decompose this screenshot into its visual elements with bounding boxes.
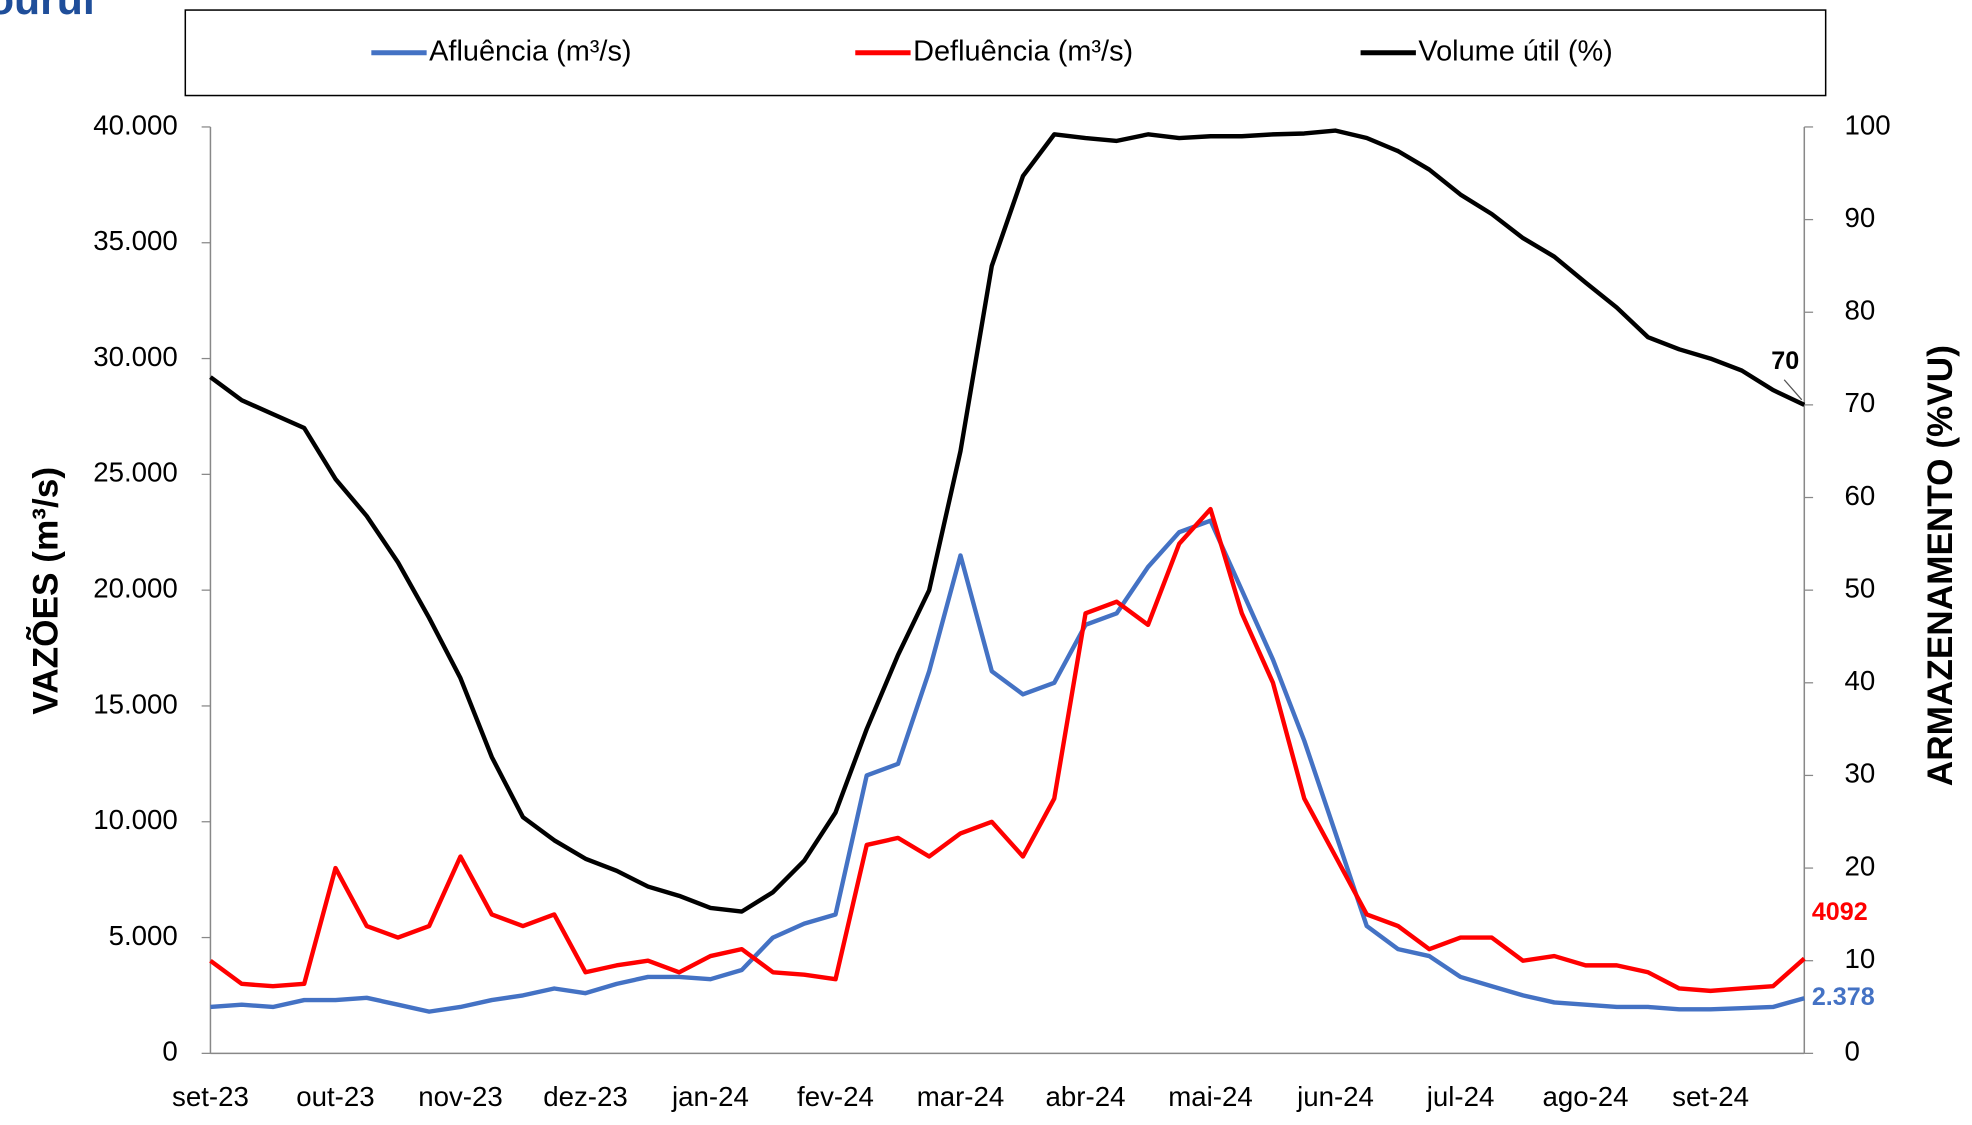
- x-tick-label: mai-24: [1168, 1081, 1253, 1112]
- y-axis-title: VAZÕES (m³/s): [26, 467, 66, 715]
- y2-tick-label: 100: [1845, 109, 1891, 140]
- y-tick-label: 35.000: [93, 225, 178, 256]
- legend-text: Defluência (m³/s): [913, 35, 1133, 67]
- y-tick-label: 20.000: [93, 572, 178, 603]
- y-tick-label: 15.000: [93, 688, 178, 719]
- y-tick-label: 25.000: [93, 457, 178, 488]
- x-tick-label: set-23: [172, 1081, 249, 1112]
- x-tick-label: jun-24: [1296, 1081, 1374, 1112]
- chart-title: ouruí: [0, 0, 97, 24]
- legend-box: [184, 9, 1827, 97]
- y2-tick-label: 80: [1845, 295, 1876, 326]
- y2-tick-label: 10: [1845, 943, 1876, 974]
- x-tick-label: ago-24: [1542, 1081, 1628, 1112]
- x-tick-label: mar-24: [917, 1081, 1005, 1112]
- y2-tick-label: 40: [1845, 665, 1876, 696]
- series-line: [209, 128, 1806, 914]
- y-tick-label: 30.000: [93, 341, 178, 372]
- x-tick-label: abr-24: [1046, 1081, 1126, 1112]
- data-label: 2.378: [1812, 983, 1875, 1011]
- y2-axis-title: ARMAZENAMENTO (%VU): [1921, 345, 1960, 786]
- y2-tick-label: 20: [1845, 850, 1876, 881]
- data-label: 70: [1771, 347, 1799, 375]
- x-tick-label: dez-23: [543, 1081, 628, 1112]
- x-tick-label: set-24: [1672, 1081, 1749, 1112]
- series-line: [210, 518, 1805, 1014]
- x-tick-label: jan-24: [671, 1081, 749, 1112]
- y-tick-label: 40.000: [93, 109, 178, 140]
- x-tick-label: jul-24: [1426, 1081, 1495, 1112]
- legend-text: Volume útil (%): [1418, 35, 1612, 67]
- label-leader: [1783, 379, 1803, 401]
- y-tick-label: 5.000: [109, 920, 178, 951]
- x-tick-label: out-23: [296, 1081, 374, 1112]
- y2-tick-label: 30: [1845, 758, 1876, 789]
- data-label: 4092: [1812, 898, 1868, 926]
- y2-tick-label: 50: [1845, 572, 1876, 603]
- y2-tick-label: 60: [1845, 480, 1876, 511]
- y2-tick-label: 70: [1845, 387, 1876, 418]
- y2-tick-label: 0: [1845, 1036, 1860, 1067]
- x-tick-label: nov-23: [418, 1081, 503, 1112]
- legend-text: Afluência (m³/s): [429, 35, 631, 67]
- y-tick-label: 10.000: [93, 804, 178, 835]
- x-tick-label: fev-24: [797, 1081, 874, 1112]
- y2-tick-label: 90: [1845, 202, 1876, 233]
- y-tick-label: 0: [162, 1036, 177, 1067]
- series-line: [209, 506, 1806, 994]
